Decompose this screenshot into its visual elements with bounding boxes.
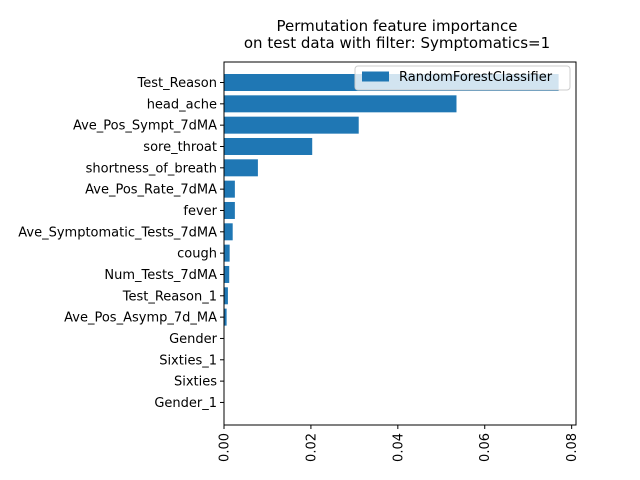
bar-fever	[224, 201, 235, 219]
y-tick-label: Ave_Pos_Asymp_7d_MA	[64, 311, 217, 326]
bar-shortness_of_breath	[224, 159, 258, 177]
bar-head_ache	[224, 95, 457, 113]
y-tick-label: Ave_Pos_Rate_7dMA	[85, 183, 217, 198]
bar-sore_throat	[224, 137, 313, 155]
y-tick-label: Sixties	[174, 375, 217, 390]
bar-Test_Reason_1	[224, 287, 228, 305]
legend-swatch	[362, 71, 389, 82]
y-tick-labels: Test_Reason head_ache Ave_Pos_Sympt_7dMAso…	[18, 76, 224, 411]
x-tick-label: 0.04	[391, 433, 406, 462]
legend-label: RandomForestClassifier	[399, 70, 553, 85]
y-tick-label: cough	[177, 247, 217, 262]
bar-Ave_Symptomatic_Tests_7dMA	[224, 223, 233, 241]
y-tick-label: Test_Reason	[137, 76, 217, 91]
x-tick-label: 0.02	[304, 433, 319, 462]
x-tick-label: 0.00	[218, 433, 233, 462]
y-tick-label: Gender_1	[154, 396, 217, 411]
bar-cough	[224, 244, 230, 262]
y-tick-label: sore_throat	[143, 140, 217, 155]
y-tick-label: fever	[183, 204, 217, 219]
bar-Ave_Pos_Rate_7dMA	[224, 180, 235, 198]
y-tick-label: Ave_Symptomatic_Tests_7dMA	[18, 225, 217, 240]
bar-Ave_Pos_Asymp_7d_MA	[224, 308, 227, 326]
y-tick-label: Ave_Pos_Sympt_7dMA	[73, 119, 217, 134]
y-tick-label: head_ache	[147, 97, 217, 112]
y-tick-label: Sixties_1	[159, 353, 217, 368]
legend-box	[354, 65, 571, 91]
axes-frame	[223, 61, 577, 426]
y-tick-label: Gender	[169, 332, 218, 347]
bar-Ave_Pos_Sympt_7dMA	[224, 116, 359, 134]
legend: RandomForestClassifier	[354, 65, 571, 91]
x-tick-label: 0.06	[478, 433, 493, 462]
x-ticks: 0.00 0.02 0.04 0.06 0.08	[218, 425, 580, 462]
chart-title: Permutation feature importance on test da…	[244, 17, 550, 52]
y-tick-label: Test_Reason_1	[122, 289, 217, 304]
y-tick-label: shortness_of_breath	[86, 161, 217, 176]
bar-Num_Tests_7dMA	[224, 265, 230, 283]
x-tick-label: 0.08	[565, 433, 580, 462]
y-tick-label: Num_Tests_7dMA	[104, 268, 217, 283]
